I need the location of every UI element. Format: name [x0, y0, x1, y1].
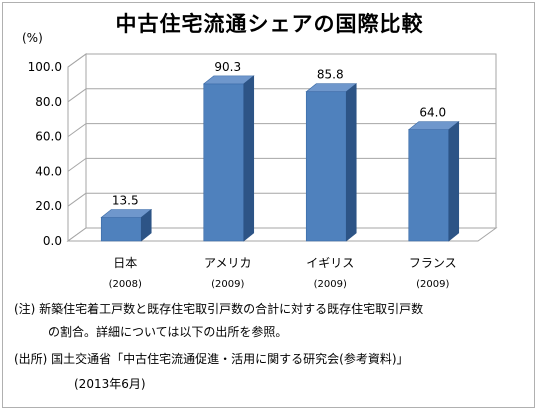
- y-axis-label: (%): [22, 31, 43, 45]
- y-tick-label: 100.0: [28, 60, 62, 74]
- bar-side: [448, 121, 460, 242]
- y-tick-label: 20.0: [35, 199, 62, 213]
- data-label: 85.8: [317, 68, 344, 82]
- x-tick-label: フランス: [409, 256, 457, 270]
- x-tick-label: アメリカ: [204, 256, 251, 270]
- gridline-side: [67, 157, 87, 172]
- bar-side: [140, 208, 152, 242]
- x-tick-year: (2009): [211, 279, 244, 290]
- bar-side: [243, 75, 255, 242]
- bar: [203, 83, 245, 242]
- side-wall: [67, 53, 87, 242]
- gridline-side: [67, 53, 87, 68]
- data-label: 90.3: [214, 60, 241, 74]
- gridline-side: [67, 88, 87, 103]
- y-tick-label: 80.0: [35, 95, 62, 109]
- x-tick-year: (2009): [416, 279, 449, 290]
- y-tick-label: 0.0: [43, 234, 62, 248]
- x-tick-year: (2009): [314, 279, 347, 290]
- bar: [305, 91, 347, 242]
- x-tick-label: 日本: [113, 256, 137, 270]
- data-label: 13.5: [112, 194, 139, 208]
- gridline-side: [67, 192, 87, 207]
- x-tick-year: (2008): [109, 279, 142, 290]
- bar: [408, 129, 450, 242]
- y-tick-label: 40.0: [35, 164, 62, 178]
- x-tick-label: イギリス: [306, 256, 354, 270]
- bar: [100, 217, 142, 242]
- gridline-side: [67, 123, 87, 138]
- bar-side: [345, 83, 357, 242]
- chart-title: 中古住宅流通シェアの国際比較: [115, 12, 424, 36]
- y-tick-label: 60.0: [35, 130, 62, 144]
- data-label: 64.0: [419, 106, 446, 120]
